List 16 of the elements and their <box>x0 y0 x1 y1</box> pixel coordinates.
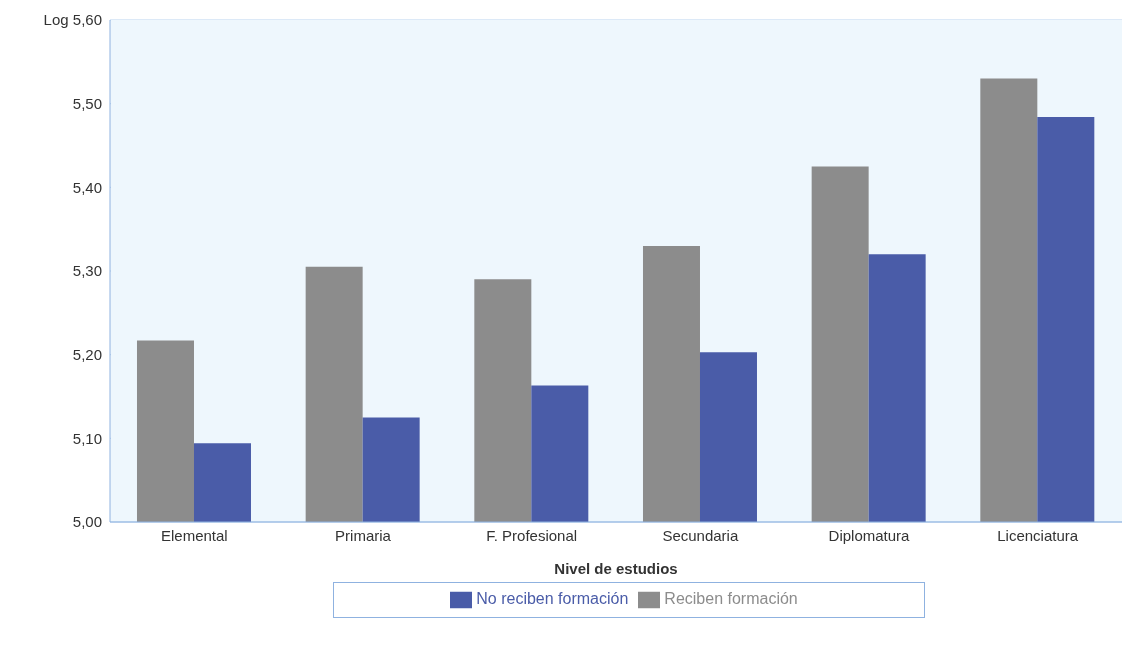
x-tick-label: Elemental <box>160 526 228 544</box>
x-tick-label: Primaria <box>335 526 392 544</box>
y-tick-label: 5,10 <box>72 429 102 447</box>
y-tick-label: Log 5,60 <box>43 11 102 29</box>
legend-label: No reciben formación <box>476 590 629 608</box>
x-tick-label: Diplomatura <box>828 526 911 544</box>
y-tick-label: 5,30 <box>72 262 102 280</box>
x-tick-label: F. Profesional <box>486 526 578 544</box>
x-tick-label: Licenciatura <box>997 526 1079 544</box>
x-tick-label: Secundaria <box>662 526 739 544</box>
y-tick-label: 5,00 <box>72 513 102 531</box>
x-axis-title: Nivel de estudios <box>554 560 678 577</box>
y-tick-label: 5,50 <box>72 94 102 112</box>
y-tick-label: 5,40 <box>72 178 102 196</box>
y-tick-label: 5,20 <box>72 345 102 363</box>
legend-label: Reciben formación <box>664 590 798 608</box>
